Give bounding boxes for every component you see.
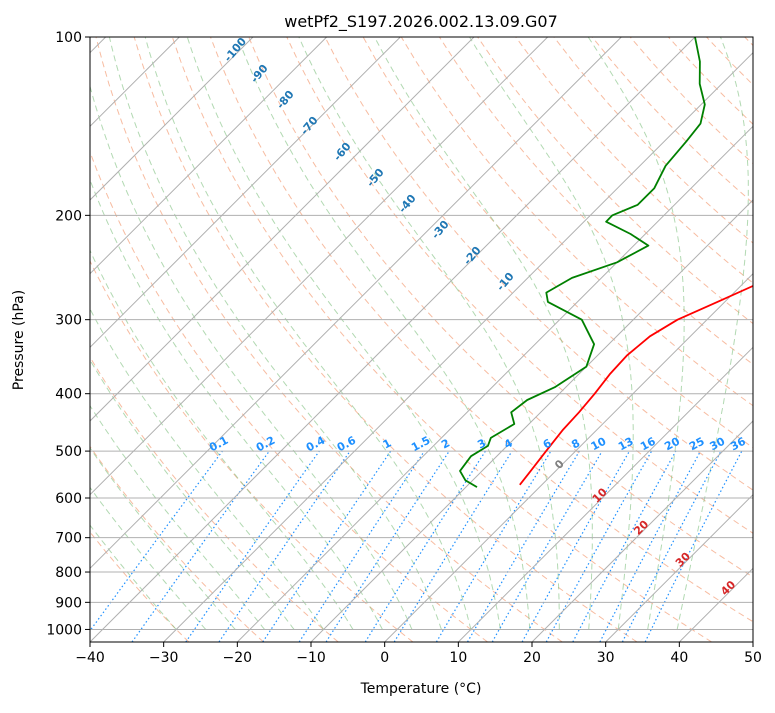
y-tick-label: 800 [55,565,82,581]
y-tick-label: 500 [55,444,82,460]
x-tick-label: −40 [75,650,105,666]
y-tick-label: 1000 [46,622,82,638]
y-tick-label: 300 [55,313,82,329]
x-tick-label: −20 [223,650,253,666]
x-tick-label: 0 [380,650,389,666]
x-tick-label: −10 [296,650,326,666]
y-tick-label: 100 [55,30,82,46]
y-tick-label: 600 [55,491,82,507]
y-tick-label: 200 [55,208,82,224]
x-tick-label: 40 [670,650,688,666]
x-axis-label: Temperature (°C) [360,681,482,697]
y-tick-label: 400 [55,387,82,403]
chart-title: wetPf2_S197.2026.002.13.09.G07 [284,12,558,32]
x-tick-label: 30 [597,650,615,666]
x-tick-label: 10 [449,650,467,666]
y-axis-label: Pressure (hPa) [11,290,27,390]
x-tick-label: −30 [149,650,179,666]
y-tick-label: 700 [55,531,82,547]
x-tick-label: 20 [523,650,541,666]
y-tick-label: 900 [55,595,82,611]
x-tick-label: 50 [744,650,762,666]
